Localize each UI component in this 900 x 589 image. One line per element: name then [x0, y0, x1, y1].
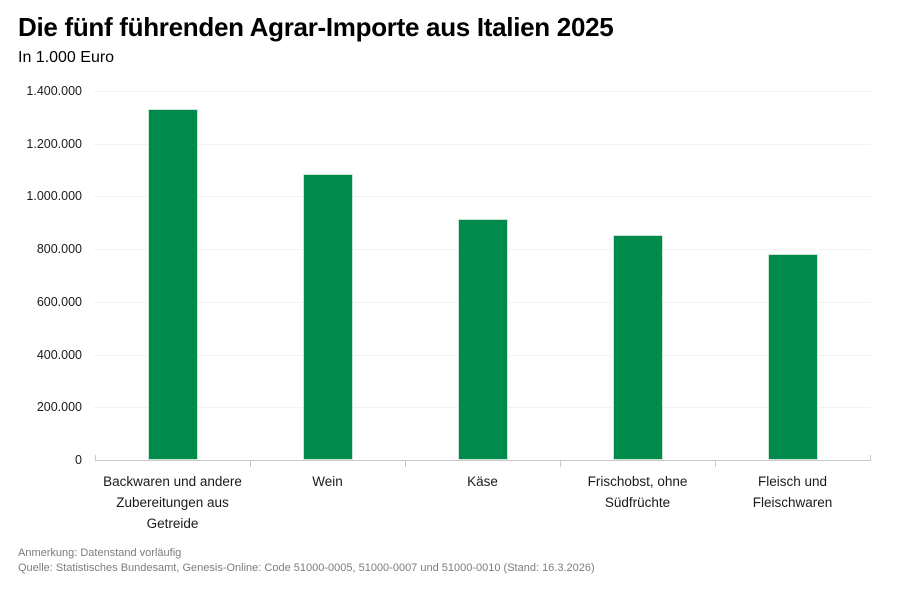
y-axis-tick-label: 200.000	[36, 400, 82, 415]
bar	[302, 174, 353, 460]
bar	[147, 109, 198, 460]
x-axis-category-label: Käse	[467, 474, 498, 489]
bar	[457, 218, 508, 460]
bar	[767, 254, 818, 460]
x-axis-category-label: Fleisch und Fleischwaren	[752, 474, 833, 510]
x-axis-category-label: Wein	[312, 474, 343, 489]
y-axis-tick-label: 1.400.000	[26, 84, 82, 98]
y-axis-tick-label: 600.000	[36, 294, 82, 309]
gridline	[95, 196, 870, 198]
x-axis-line	[95, 460, 871, 461]
x-axis-category-label: Frischobst, ohne Südfrüchte	[587, 474, 688, 510]
footer-note: Anmerkung: Datenstand vorläufig	[18, 547, 182, 559]
axis-category-tick	[405, 461, 406, 467]
axis-category-tick	[715, 461, 716, 467]
gridline	[95, 91, 870, 92]
axis-end-tick	[95, 455, 96, 460]
gridline	[95, 143, 870, 145]
y-axis-tick-label: 400.000	[36, 347, 82, 362]
chart-title: Die fünf führenden Agrar-Importe aus Ita…	[18, 12, 614, 42]
y-axis-tick-label: 0	[75, 453, 82, 467]
axis-category-tick	[250, 461, 251, 467]
y-axis-tick-label: 1.000.000	[26, 189, 82, 204]
axis-category-tick	[560, 461, 561, 467]
axis-end-tick	[870, 455, 871, 460]
footer-source: Quelle: Statistisches Bundesamt, Genesis…	[18, 562, 595, 574]
y-axis-tick-label: 1.200.000	[26, 136, 82, 151]
chart-subtitle: In 1.000 Euro	[18, 49, 115, 66]
x-axis-category-label: Backwaren und andere Zubereitungen aus Get…	[103, 474, 242, 531]
y-axis-tick-label: 800.000	[36, 242, 82, 257]
bar	[612, 234, 663, 460]
